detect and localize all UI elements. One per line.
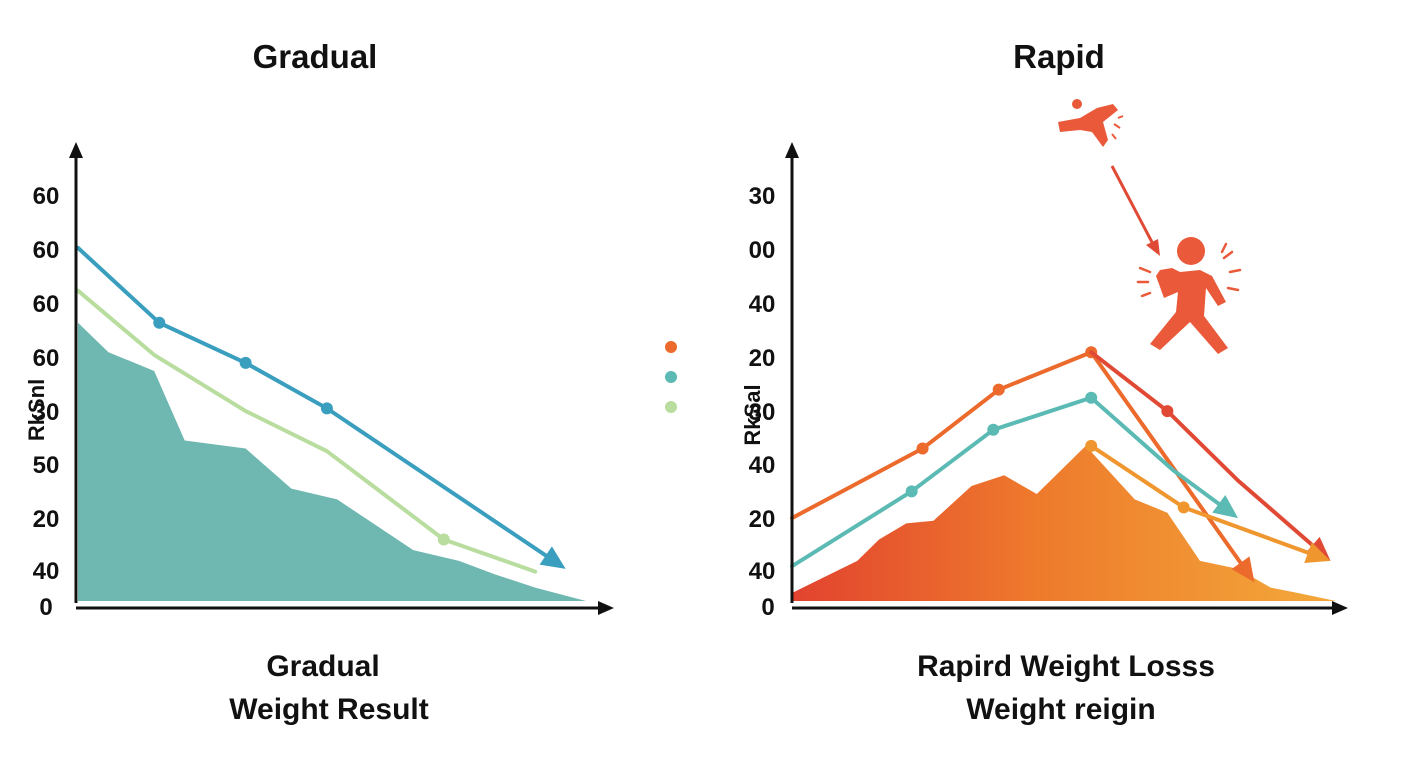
gradual-caption-line-2: Weight Result [229, 693, 428, 726]
data-point-blue [320, 402, 333, 415]
area-mark [78, 322, 586, 601]
series-line-red [1089, 350, 1322, 554]
down-arrow-icon [1110, 165, 1160, 256]
rapid-caption-line-1: Rapird Weight Losss [917, 650, 1215, 683]
legend-entry-teal [665, 371, 677, 383]
y-tick-label: 40 [749, 291, 776, 318]
gradual-title: Gradual [253, 38, 378, 75]
area-mark [792, 445, 1336, 601]
gradual-plot-area [76, 245, 586, 601]
rapid-title: Rapid [1013, 38, 1105, 75]
gradual-caption-line-1: Gradual [266, 650, 379, 683]
y-tick-label: 0 [761, 594, 774, 621]
data-point-teal [1085, 391, 1098, 404]
y-tick-label: 30 [749, 183, 776, 210]
data-point-teal [905, 485, 918, 498]
series-arrowhead-orange [1231, 556, 1255, 583]
legend-dot-teal [665, 371, 677, 383]
rapid-x-axis-arrow-icon [1332, 601, 1348, 615]
rapid-caption-line-2: Weight reigin [966, 693, 1155, 726]
legend [665, 341, 677, 413]
fall-illustration [1058, 99, 1242, 354]
y-tick-label: 20 [749, 506, 776, 533]
legend-entry-green [665, 401, 677, 413]
data-point-amber [1085, 439, 1098, 452]
data-point-blue [153, 316, 166, 329]
data-point-teal [987, 423, 1000, 436]
legend-entry-orange [665, 341, 677, 353]
y-tick-label: 60 [33, 237, 60, 264]
series-line-teal [790, 395, 1229, 569]
data-point-green [437, 533, 450, 546]
falling-person-icon [1058, 99, 1124, 147]
y-tick-label: 30 [33, 399, 60, 426]
y-tick-label: 60 [33, 291, 60, 318]
legend-dot-green [665, 401, 677, 413]
data-point-red [1161, 405, 1174, 418]
rapid-y-axis-arrow-icon [785, 142, 799, 158]
rapid-y-axis-label: RkSal [740, 384, 765, 445]
gradual-x-axis-arrow-icon [598, 601, 614, 615]
distressed-person-icon [1136, 237, 1242, 354]
rapid-axes [785, 142, 1348, 615]
series-arrowhead-blue [539, 546, 566, 569]
data-point-blue [239, 356, 252, 369]
data-point-orange [916, 442, 929, 455]
y-tick-label: 60 [33, 183, 60, 210]
data-point-amber [1177, 501, 1190, 514]
y-tick-label: 40 [749, 452, 776, 479]
y-tick-label: 20 [33, 506, 60, 533]
y-tick-label: 40 [33, 558, 60, 585]
series-arrowhead-amber [1304, 542, 1331, 563]
rapid-chart: Rapid 30 00 40 20 30 40 20 40 0 RkSal Ra… [740, 38, 1348, 726]
y-tick-label: 20 [749, 345, 776, 372]
gradual-y-ticks: 60 60 60 60 30 50 20 40 0 [33, 183, 60, 621]
y-tick-label: 60 [33, 345, 60, 372]
gradual-axes [69, 142, 614, 615]
y-tick-label: 0 [39, 594, 52, 621]
gradual-chart: Gradual 60 60 60 60 30 50 20 40 0 RkSnl … [24, 38, 614, 726]
y-tick-label: 40 [749, 558, 776, 585]
data-point-orange [992, 383, 1005, 396]
series-line-green [76, 288, 538, 574]
legend-dot-orange [665, 341, 677, 353]
y-tick-label: 00 [749, 237, 776, 264]
gradual-y-axis-arrow-icon [69, 142, 83, 158]
gradual-y-axis-label: RkSnl [24, 379, 49, 441]
rapid-y-ticks: 30 00 40 20 30 40 20 40 0 [749, 183, 776, 621]
y-tick-label: 30 [749, 399, 776, 426]
rapid-plot-area [790, 346, 1336, 601]
series-arrowhead-teal [1212, 494, 1239, 519]
y-tick-label: 50 [33, 452, 60, 479]
